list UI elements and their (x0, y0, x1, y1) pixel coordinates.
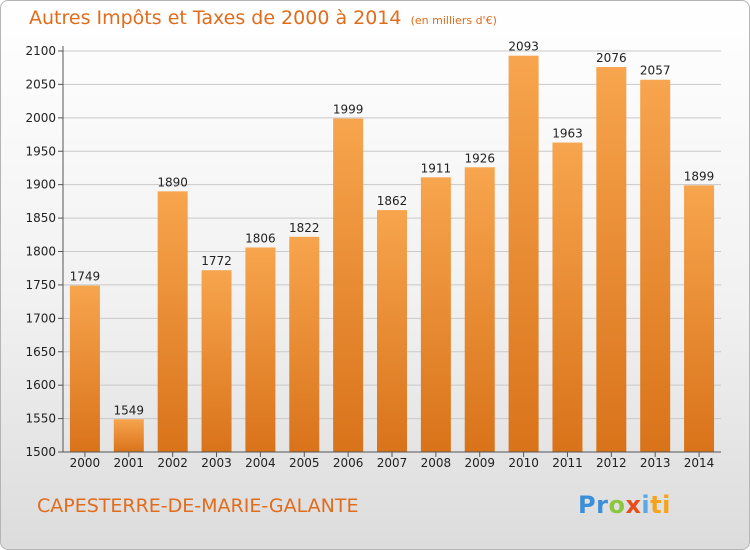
y-tick-label: 1700 (25, 311, 56, 325)
x-tick-label: 2011 (552, 456, 583, 470)
y-tick-label: 1950 (25, 144, 56, 158)
y-tick-label: 1800 (25, 245, 56, 259)
logo-part: i (662, 491, 671, 519)
y-tick-label: 1550 (25, 412, 56, 426)
bars (69, 55, 715, 453)
x-tick-label: 2004 (245, 456, 276, 470)
bar (377, 210, 407, 452)
chart-unit: (en milliers d'€) (410, 14, 497, 27)
bar (640, 79, 671, 452)
data-label: 1862 (377, 194, 408, 208)
x-tick-label: 2012 (596, 456, 627, 470)
data-label: 2076 (596, 51, 627, 65)
y-tick-label: 1650 (25, 345, 56, 359)
bar (245, 247, 276, 452)
bar (333, 118, 364, 453)
y-tick-label: 2050 (25, 77, 56, 91)
bar (552, 142, 583, 453)
logo-part: o (608, 491, 626, 519)
y-tick-label: 1600 (25, 378, 56, 392)
data-label: 1749 (70, 270, 101, 284)
data-label: 1911 (421, 161, 452, 175)
data-label: 1899 (684, 169, 715, 183)
x-tick-label: 2005 (289, 456, 320, 470)
bar (596, 67, 627, 452)
chart-title-text: Autres Impôts et Taxes de 2000 à 2014 (29, 7, 402, 29)
commune-name: CAPESTERRE-DE-MARIE-GALANTE (37, 495, 359, 517)
bar (464, 167, 495, 453)
proxiti-logo[interactable]: Proxiti (578, 491, 671, 519)
data-label: 2057 (640, 64, 671, 78)
logo-part: i (641, 491, 651, 519)
data-label: 2093 (508, 40, 539, 54)
logo-part: x (625, 491, 642, 519)
x-tick-label: 2001 (114, 456, 145, 470)
x-tick-label: 2003 (201, 456, 232, 470)
x-tick-label: 2007 (377, 456, 408, 470)
bar (289, 236, 320, 452)
y-tick-label: 1750 (25, 278, 56, 292)
bar (157, 191, 188, 452)
data-labels: 1749 1549 1890 1772 1806 1822 1999 1862 1911 1926… (70, 40, 715, 418)
logo-part: t (650, 491, 663, 519)
bar (113, 419, 144, 452)
x-tick-label: 2009 (464, 456, 495, 470)
x-tick-label: 2014 (684, 456, 715, 470)
data-label: 1999 (333, 103, 364, 117)
y-tick-label: 2100 (25, 44, 56, 58)
bar (684, 185, 715, 452)
bar (508, 55, 539, 452)
y-tick-label: 2000 (25, 111, 56, 125)
axes: 1500 1550 1600 1650 1700 1750 1800 1850 1900 1950… (25, 44, 721, 470)
x-tick-label: 2000 (70, 456, 101, 470)
bar (201, 270, 232, 452)
data-label: 1890 (157, 175, 188, 189)
data-label: 1926 (464, 151, 495, 165)
chart-title: Autres Impôts et Taxes de 2000 à 2014 (e… (29, 7, 497, 29)
x-tick-label: 2013 (640, 456, 671, 470)
bar (69, 285, 100, 452)
data-label: 1963 (552, 127, 583, 141)
data-label: 1806 (245, 231, 276, 245)
x-tick-label: 2002 (157, 456, 188, 470)
x-tick-label: 2010 (508, 456, 539, 470)
x-tick-label: 2008 (421, 456, 452, 470)
data-label: 1549 (114, 403, 145, 417)
data-label: 1772 (201, 254, 232, 268)
y-tick-label: 1900 (25, 178, 56, 192)
y-tick-label: 1500 (25, 445, 56, 459)
x-tick-label: 2006 (333, 456, 364, 470)
bar (420, 177, 451, 452)
logo-part: Pr (578, 491, 609, 519)
y-tick-label: 1850 (25, 211, 56, 225)
data-label: 1822 (289, 221, 320, 235)
